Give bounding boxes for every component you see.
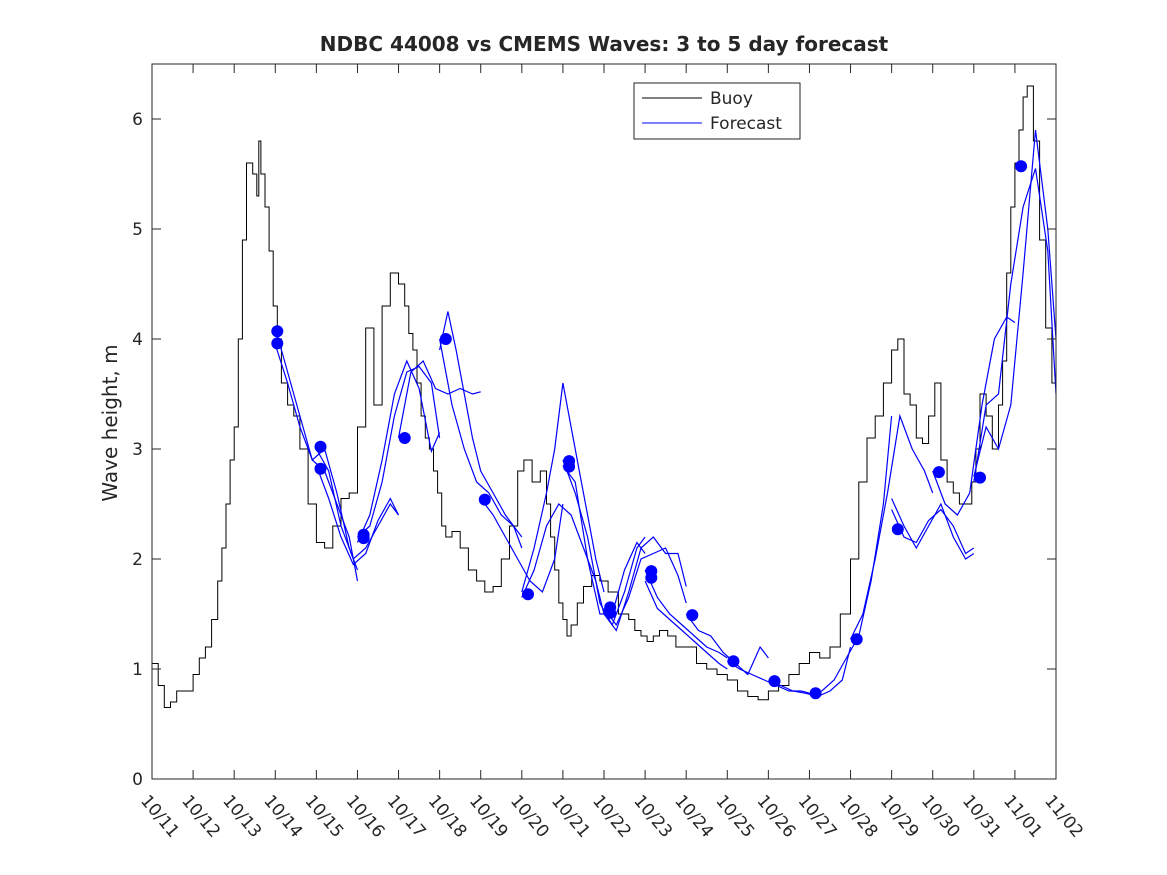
forecast-marker [357,532,370,545]
y-axis-label: Wave height, m [98,344,122,501]
y-axis: 0 1 2 3 4 5 6 [132,110,1056,790]
legend: Buoy Forecast [633,82,801,140]
forecast-run-12 [521,503,605,615]
y-tick-label: 4 [132,330,143,350]
forecast-marker [271,325,284,338]
forecast-run-16 [603,536,687,632]
forecast-run-2 [274,344,359,571]
buoy-line [152,85,1057,708]
forecast-marker [314,440,327,453]
forecast-marker [768,675,781,688]
legend-buoy-label: Buoy [710,89,753,109]
forecast-run-6 [356,359,441,543]
forecast-marker [522,588,534,601]
forecast-marker [478,493,491,506]
forecast-marker [850,633,863,646]
y-tick-label: 3 [132,440,143,460]
forecast-marker [439,333,452,345]
forecast-marker [563,460,576,473]
forecast-run-23 [849,413,934,640]
forecast-marker [314,462,327,475]
forecast-run-18 [644,580,728,670]
y-tick-label: 6 [132,110,143,130]
forecast-run-7 [397,360,481,439]
forecast-run-10 [480,498,564,594]
y-tick-label: 0 [132,770,143,790]
forecast-marker [398,432,411,444]
forecast-marker [727,655,740,668]
forecast-run-26 [932,316,1016,516]
series-layer [152,85,1057,708]
forecast-run-11 [521,382,605,593]
forecast-run-15 [603,547,687,627]
y-tick-label: 2 [132,550,143,570]
forecast-run-27 [973,129,1057,477]
y-tick-label: 5 [132,220,143,240]
forecast-marker [1015,160,1028,173]
forecast-run-17 [644,569,728,659]
forecast-run-9 [439,311,523,538]
legend-box [633,82,801,140]
forecast-run-5 [357,365,441,538]
y-tick-label: 1 [132,660,143,680]
forecast-marker [809,687,822,700]
forecast-run-25 [891,508,975,555]
forecast-marker [974,471,986,484]
forecast-marker [686,609,699,622]
forecast-marker [645,571,658,584]
forecast-marker [604,606,617,619]
chart-title: NDBC 44008 vs CMEMS Waves: 3 to 5 day fo… [320,32,889,56]
forecast-run-28 [973,168,1057,483]
forecast-run-3 [315,448,399,561]
forecast-run-22 [809,415,893,694]
legend-forecast-label: Forecast [710,114,782,134]
forecast-marker [891,523,904,536]
forecast-marker [271,337,284,350]
forecast-run-4 [315,465,400,566]
forecast-marker [932,466,945,479]
